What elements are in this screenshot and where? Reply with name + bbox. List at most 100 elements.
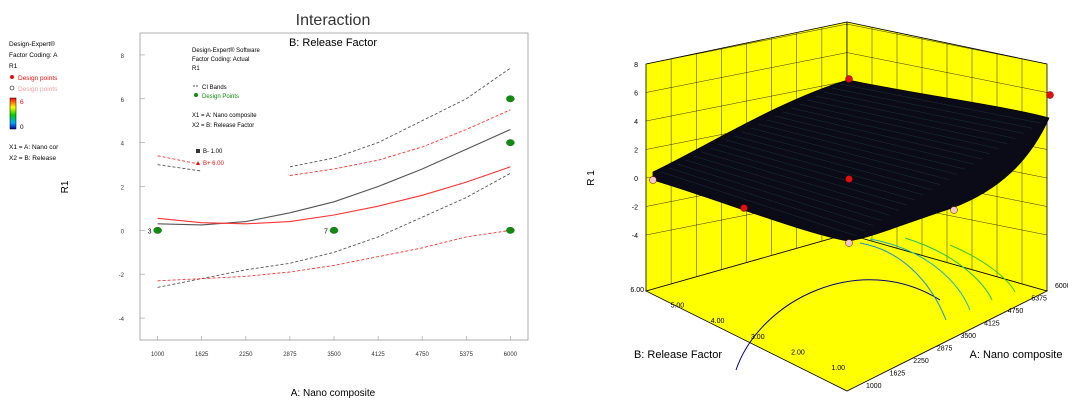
y-axis-label: R1 (60, 180, 71, 193)
side-legend-x1: X1 = A: Nano cor (9, 144, 59, 151)
color-scale-high: 6 (20, 99, 24, 106)
z-tick-label: -2 (632, 205, 638, 212)
x-tick-label-3d: 4750 (1008, 308, 1024, 315)
contour-line (735, 279, 941, 371)
side-legend-software: Design-Expert® (9, 40, 55, 48)
x-tick-label-3d: 4125 (984, 321, 1000, 328)
x-tick-label: 4750 (416, 352, 430, 358)
z-tick-label: 6 (634, 91, 638, 98)
inner-legend-response: R1 (192, 66, 200, 72)
x-tick-label: 1625 (195, 352, 209, 358)
design-point (649, 176, 657, 184)
y-tick-label-3d: 5.00 (671, 303, 685, 310)
y-tick-label: 6 (121, 98, 125, 104)
design-point-legend-icon (194, 93, 198, 97)
design-point-count-label: 3 (148, 228, 152, 235)
response-surface (652, 79, 1050, 242)
ci-lower-line (157, 172, 511, 288)
side-legend-response: R1 (9, 63, 18, 70)
x-tick-label: 5375 (460, 352, 474, 358)
x-tick-label: 6000 (504, 352, 518, 358)
interaction-plot: Interaction B: Release Factor Design-Exp… (9, 12, 529, 399)
surface-mesh-line (791, 107, 991, 154)
contour-line (869, 238, 971, 311)
design-point-marker-icon (10, 75, 14, 79)
contour-line (949, 244, 1016, 293)
x-tick-label-3d: 6000 (1055, 283, 1068, 290)
y-tick-labels: -4 -2 0 2 4 6 8 (119, 54, 125, 323)
x-tick-label-3d: 5375 (1031, 296, 1047, 303)
ci-upper-line (157, 109, 511, 176)
design-point-faded-marker-icon (9, 85, 15, 91)
x-tick-labels: 1000 1625 2250 2875 3500 4125 4750 5375 6000 (151, 352, 518, 358)
surface-mesh-line (726, 139, 924, 195)
y-tick-label-3d: 6.00 (630, 287, 644, 294)
y-tick-label-3d: 3.00 (751, 334, 765, 341)
design-point (506, 139, 515, 147)
z-tick-labels: -4 -2 0 2 4 6 8 (632, 62, 638, 240)
y-tick-label: 4 (121, 142, 125, 148)
y-tick-label: -2 (119, 273, 125, 279)
surface-mesh-line (693, 155, 890, 216)
x-tick-label: 1000 (151, 352, 165, 358)
surface-design-points (649, 75, 1054, 247)
x-tick-label-3d: 3500 (961, 333, 977, 340)
design-point (950, 206, 958, 214)
surface-mesh-line (831, 87, 1033, 129)
y-tick-labels-3d: 1.00 2.00 3.00 4.00 5.00 6.00 (630, 287, 845, 372)
surface-mesh-line (750, 127, 949, 180)
x-tick-label-3d: 1625 (890, 371, 906, 378)
contour-line (859, 242, 947, 321)
z-tick-label: 2 (634, 148, 638, 155)
inner-legend-b-high: B+ 6.00 (203, 161, 225, 167)
y-tick-label: 0 (121, 229, 125, 235)
z-tick-label: 0 (634, 176, 638, 183)
side-legend-design-points: Design points (18, 75, 58, 82)
y-tick-label-3d: 4.00 (711, 318, 725, 325)
x-tick-label: 3500 (327, 352, 341, 358)
design-point (506, 95, 515, 103)
inner-legend-ci: CI Bands (202, 85, 227, 91)
surface-mesh-line (701, 151, 899, 211)
surface-mesh-line (661, 171, 857, 236)
z-tick-label: 8 (634, 62, 638, 69)
ci-lower-line (157, 229, 511, 282)
surface-mesh-line (717, 143, 916, 201)
inner-legend-x1: X1 = A: Nano composite (192, 113, 257, 119)
series-line-b-high (157, 166, 511, 225)
b-high-marker-icon (196, 161, 200, 165)
surface-mesh-line (823, 91, 1024, 134)
z-axis-label: R 1 (586, 170, 597, 186)
design-point (329, 226, 339, 234)
x-tick-label: 2250 (239, 352, 253, 358)
inner-legend-x2: X2 = B: Release Factor (192, 123, 254, 129)
chart-subtitle: B: Release Factor (289, 37, 377, 49)
surface-mesh-line (766, 119, 966, 170)
surface-mesh-line (734, 135, 932, 190)
inner-legend-coding: Factor Coding: Actual (192, 57, 249, 63)
side-legend: Design-Expert® Factor Coding: A R1 Desig… (9, 40, 59, 162)
surface-mesh-line (685, 159, 882, 221)
y-tick-label-3d: 2.00 (791, 349, 805, 356)
surface-mesh-line (807, 99, 1008, 144)
surface-mesh-line (709, 147, 907, 206)
design-point-count-label: 7 (324, 228, 328, 235)
y-tick-label-3d: 1.00 (831, 365, 845, 372)
surface-mesh-line (799, 103, 999, 149)
design-point (845, 175, 853, 183)
series-line-b-low (157, 128, 511, 226)
y-tick-label: 8 (121, 54, 125, 60)
x-tick-label-3d: 2250 (913, 358, 929, 365)
y-tick-label: -4 (119, 317, 125, 323)
x-tick-label: 4125 (371, 352, 385, 358)
design-point (153, 226, 162, 234)
design-point (740, 204, 748, 212)
x-tick-label-3d: 2875 (937, 346, 953, 353)
x-axis-label: A: Nano composite (291, 388, 376, 399)
z-tick-label: 4 (634, 119, 638, 126)
z-tick-label: -4 (632, 233, 638, 240)
surface-mesh-line (815, 95, 1016, 139)
side-legend-x2: X2 = B: Release (9, 155, 57, 162)
